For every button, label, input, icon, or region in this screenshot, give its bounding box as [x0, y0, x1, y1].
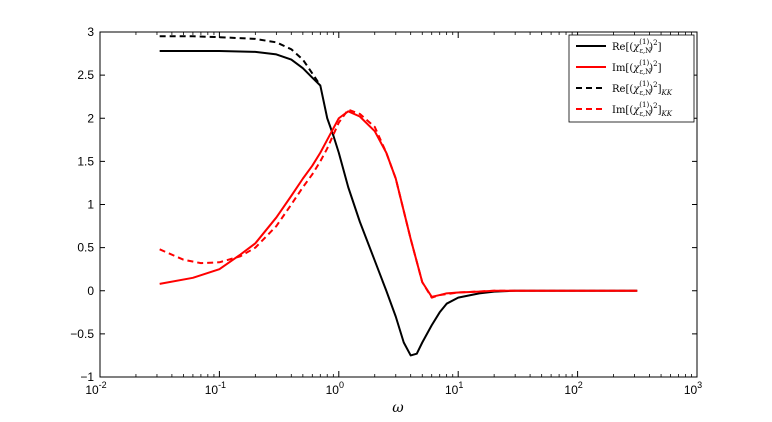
x-tick-base: 10: [445, 383, 459, 397]
x-tick-exponent: 1: [458, 380, 463, 390]
x-axis: 10-2 10-1 100 101 102 103: [85, 32, 702, 397]
x-tick-base: 10: [564, 383, 578, 397]
legend-entry-4: Im[(χε,N(1))2]KK: [576, 101, 673, 118]
legend-entry-2: Im[(χε,N(1))2]: [576, 59, 662, 76]
series-line-1: [159, 49, 638, 357]
x-tick-base: 10: [684, 383, 698, 397]
legend-label: Im[(χε,N(1))2]KK: [612, 101, 673, 118]
x-tick-exponent: 0: [339, 380, 344, 390]
x-tick-base: 10: [326, 383, 340, 397]
y-tick-label: −0.5: [70, 327, 94, 341]
legend: Re[(χε,N(1))2] Im[(χε,N(1))2] Re[(χε,N(1))…: [568, 34, 695, 123]
x-tick-base: 10: [85, 383, 99, 397]
series-line-4: [159, 108, 638, 299]
y-tick-label: 2: [87, 111, 94, 125]
series-layer: [159, 35, 638, 357]
y-tick-label: 1.5: [77, 154, 94, 168]
y-tick-label: 1: [87, 198, 94, 212]
legend-label: Re[(χε,N(1))2]: [612, 38, 662, 55]
x-tick-exponent: 3: [697, 380, 702, 390]
x-tick-label: 101: [445, 380, 463, 397]
x-tick-label: 10-1: [205, 380, 226, 397]
y-tick-label: −1: [80, 370, 94, 384]
y-tick-label: 2.5: [77, 68, 94, 82]
legend-box: [568, 34, 695, 123]
y-tick-label: 0.5: [77, 241, 94, 255]
x-tick-label: 100: [326, 380, 344, 397]
x-tick-base: 10: [205, 383, 219, 397]
legend-entry-3: Re[(χε,N(1))2]KK: [576, 80, 673, 97]
x-tick-label: 10-2: [85, 380, 106, 397]
legend-label: Re[(χε,N(1))2]KK: [612, 80, 673, 97]
y-axis: −1 −0.5 0 0.5 1 1.5 2 2.5 3: [70, 25, 697, 384]
y-tick-label: 0: [87, 284, 94, 298]
legend-entry-1: Re[(χε,N(1))2]: [576, 38, 662, 55]
x-tick-label: 103: [684, 380, 702, 397]
x-tick-exponent: -2: [99, 380, 107, 390]
series-line-3: [159, 35, 322, 87]
x-axis-label: ω: [392, 400, 404, 416]
x-tick-label: 102: [564, 380, 582, 397]
x-tick-exponent: 2: [578, 380, 583, 390]
legend-label: Im[(χε,N(1))2]: [612, 59, 662, 76]
x-tick-exponent: -1: [218, 380, 226, 390]
y-tick-label: 3: [87, 25, 94, 39]
